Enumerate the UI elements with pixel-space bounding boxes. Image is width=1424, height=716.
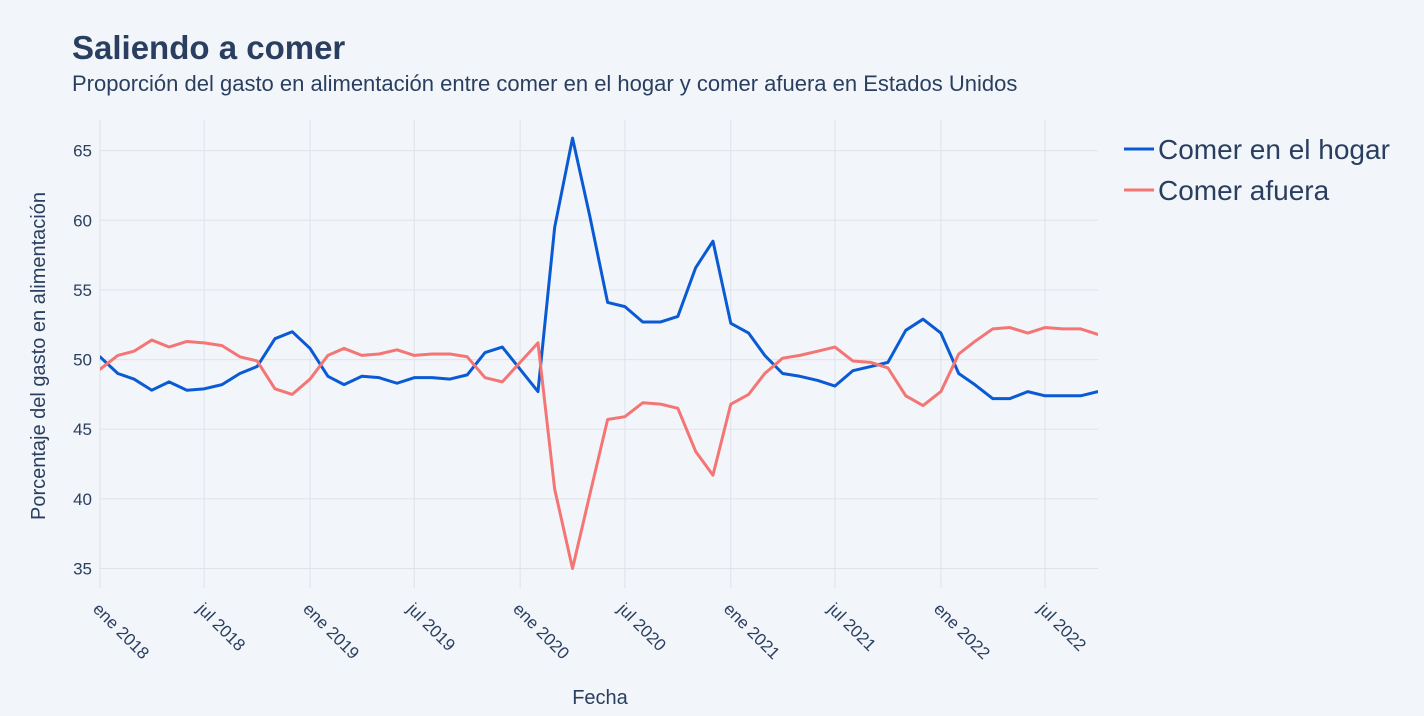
x-tick-label: ene 2019 <box>299 599 363 663</box>
x-tick-label: ene 2018 <box>89 599 153 663</box>
series-lines <box>100 136 1098 570</box>
gridlines <box>99 120 1098 588</box>
legend-label: Comer afuera <box>1158 175 1330 206</box>
y-axis-ticks: 35 40 45 50 55 60 65 <box>73 142 92 579</box>
legend-item-comer-afuera[interactable]: Comer afuera <box>1124 175 1330 206</box>
x-tick-label: ene 2022 <box>930 599 994 663</box>
legend: Comer en el hogar Comer afuera <box>1124 134 1390 206</box>
series-line-comer-en-el-hogar <box>100 136 1098 401</box>
chart-title: Saliendo a comer <box>72 29 345 66</box>
y-tick-label: 35 <box>73 560 92 579</box>
x-tick-label: jul 2022 <box>1034 599 1090 655</box>
x-tick-label: ene 2020 <box>509 599 573 663</box>
y-tick-label: 45 <box>73 420 92 439</box>
y-tick-label: 50 <box>73 351 92 370</box>
y-tick-label: 60 <box>73 211 92 230</box>
series-line-comer-afuera <box>100 326 1098 570</box>
x-axis-ticks: ene 2018 jul 2018 ene 2019 jul 2019 ene 2020… <box>89 599 1090 663</box>
x-tick-label: jul 2021 <box>823 599 879 655</box>
x-axis-title: Fecha <box>572 687 628 709</box>
x-tick-label: ene 2021 <box>720 599 784 663</box>
x-tick-label: jul 2020 <box>613 599 669 655</box>
y-tick-label: 55 <box>73 281 92 300</box>
y-axis-title: Porcentaje del gasto en alimentación <box>28 192 50 520</box>
chart-subtitle: Proporción del gasto en alimentación ent… <box>72 71 1017 96</box>
x-tick-label: jul 2019 <box>403 599 459 655</box>
legend-label: Comer en el hogar <box>1158 134 1390 165</box>
y-tick-label: 65 <box>73 142 92 161</box>
y-tick-label: 40 <box>73 490 92 509</box>
legend-item-comer-en-el-hogar[interactable]: Comer en el hogar <box>1124 134 1390 165</box>
x-tick-label: jul 2018 <box>193 599 249 655</box>
